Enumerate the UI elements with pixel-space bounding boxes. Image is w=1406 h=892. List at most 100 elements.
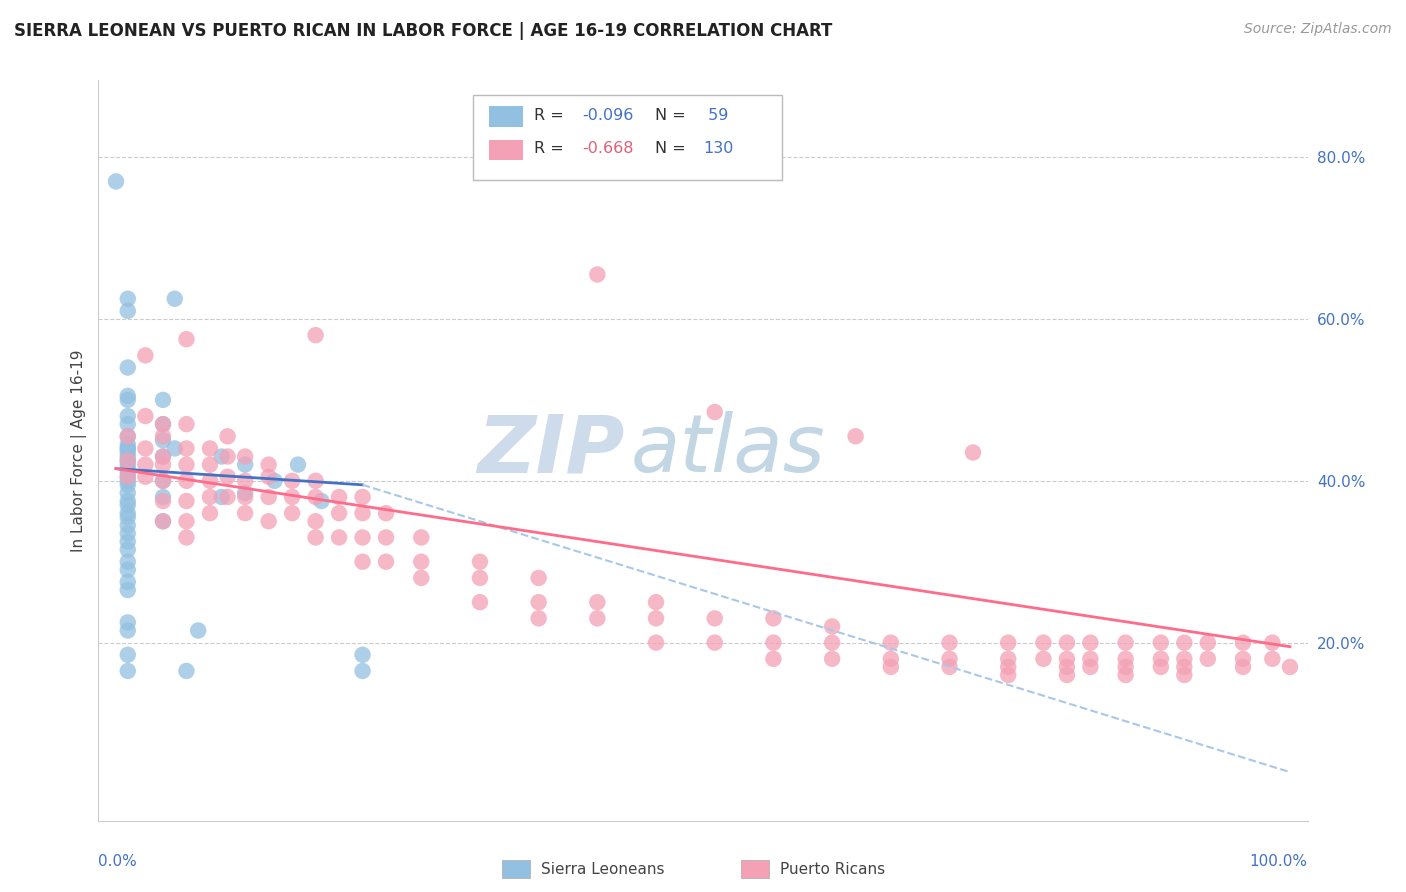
Point (257, 469, 280, 483)
Text: SIERRA LEONEAN VS PUERTO RICAN IN LABOR FORCE | AGE 16-19 CORRELATION CHART: SIERRA LEONEAN VS PUERTO RICAN IN LABOR … (14, 22, 832, 40)
Point (117, 469, 139, 483)
Point (233, 474, 256, 488)
Point (187, 624, 209, 638)
Point (880, 652, 903, 666)
Point (257, 458, 280, 472)
Point (845, 429, 868, 443)
Text: 130: 130 (703, 141, 734, 156)
Point (163, 292, 186, 306)
Point (117, 526, 139, 541)
Point (117, 417, 139, 432)
Point (152, 458, 174, 472)
Point (328, 490, 350, 504)
Point (117, 445, 139, 459)
Point (117, 506, 139, 520)
Point (233, 490, 256, 504)
Point (880, 635, 903, 649)
Point (352, 531, 374, 545)
Point (938, 660, 960, 674)
Point (152, 490, 174, 504)
Point (117, 461, 139, 475)
Point (152, 514, 174, 528)
Point (152, 417, 174, 432)
Point (176, 332, 198, 346)
Point (1080, 652, 1102, 666)
Point (217, 450, 239, 464)
Point (1197, 652, 1219, 666)
Point (375, 555, 398, 569)
Point (198, 442, 221, 456)
Point (176, 494, 198, 508)
Point (176, 474, 198, 488)
Point (134, 409, 156, 423)
Point (411, 571, 433, 585)
Point (586, 268, 609, 282)
Point (176, 531, 198, 545)
Point (1232, 660, 1254, 674)
Point (117, 510, 139, 524)
Point (703, 635, 725, 649)
Point (134, 469, 156, 483)
FancyBboxPatch shape (489, 106, 523, 127)
Text: N =: N = (655, 108, 690, 122)
Point (176, 514, 198, 528)
Point (304, 490, 326, 504)
Y-axis label: In Labor Force | Age 16-19: In Labor Force | Age 16-19 (72, 349, 87, 552)
Point (1173, 668, 1195, 682)
Point (152, 417, 174, 432)
Point (703, 611, 725, 625)
Point (281, 506, 304, 520)
Point (198, 458, 221, 472)
Point (176, 664, 198, 678)
Point (762, 611, 785, 625)
Point (233, 450, 256, 464)
Point (152, 474, 174, 488)
Point (1261, 635, 1284, 649)
Point (938, 635, 960, 649)
Point (328, 531, 350, 545)
Text: -0.668: -0.668 (582, 141, 634, 156)
Point (586, 595, 609, 609)
Point (198, 474, 221, 488)
Text: 59: 59 (703, 108, 728, 122)
Point (117, 442, 139, 456)
Point (997, 660, 1019, 674)
Point (1173, 652, 1195, 666)
Point (352, 490, 374, 504)
Point (257, 490, 280, 504)
Point (352, 506, 374, 520)
Point (821, 635, 844, 649)
Text: 100.0%: 100.0% (1250, 854, 1308, 869)
Point (1173, 635, 1195, 649)
Point (117, 437, 139, 451)
Point (117, 292, 139, 306)
Point (281, 490, 304, 504)
Point (1115, 668, 1137, 682)
Point (233, 486, 256, 500)
Point (134, 458, 156, 472)
Point (281, 474, 304, 488)
Point (1056, 668, 1078, 682)
Point (152, 514, 174, 528)
Point (1056, 660, 1078, 674)
FancyBboxPatch shape (474, 95, 782, 180)
Point (997, 635, 1019, 649)
Point (117, 486, 139, 500)
Point (176, 442, 198, 456)
Point (821, 652, 844, 666)
Point (152, 392, 174, 407)
Point (117, 389, 139, 403)
Point (375, 531, 398, 545)
Point (211, 490, 233, 504)
Point (198, 506, 221, 520)
Text: ZIP: ZIP (477, 411, 624, 490)
Point (328, 506, 350, 520)
Point (304, 328, 326, 343)
Point (997, 668, 1019, 682)
Point (1150, 635, 1173, 649)
Point (152, 450, 174, 464)
Point (117, 582, 139, 597)
Point (117, 478, 139, 492)
Point (233, 506, 256, 520)
Point (134, 348, 156, 362)
